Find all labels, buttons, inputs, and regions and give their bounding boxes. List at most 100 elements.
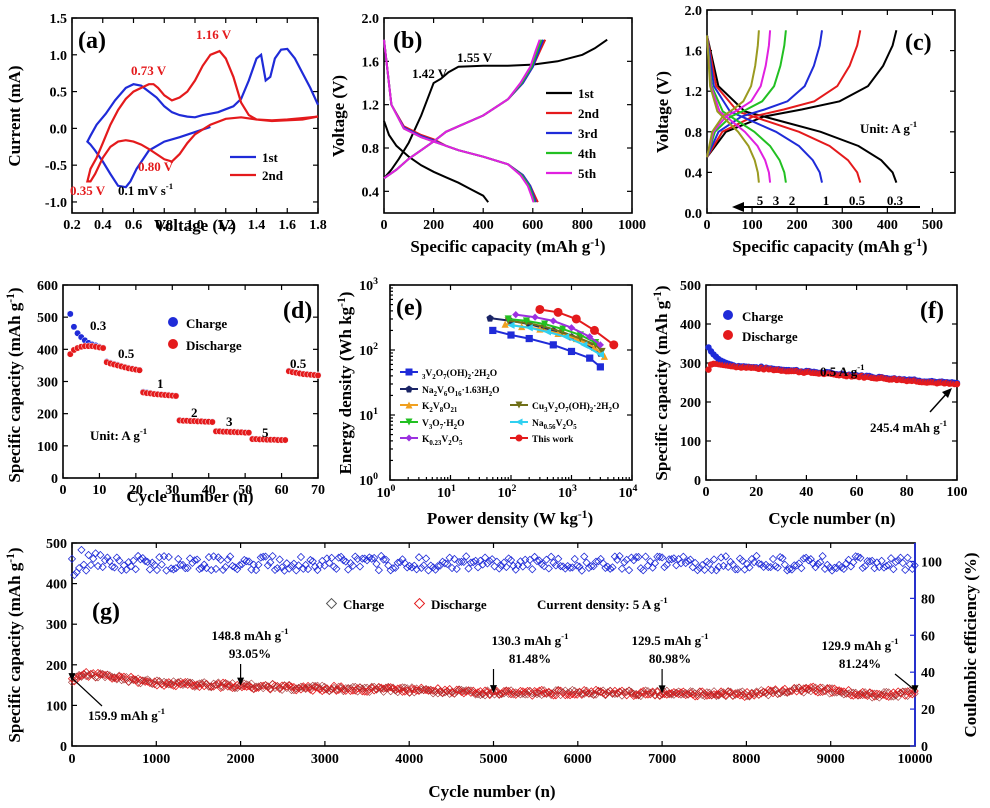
e-point [489, 326, 497, 335]
e-legend-label-part: V [433, 402, 440, 412]
g-ytick-label: 300 [46, 618, 67, 633]
g-point-ce [483, 559, 492, 568]
g-point-ce [471, 556, 480, 565]
g-point-discharge [162, 679, 171, 689]
panel-c: 0 100 200 300 400 500 0.0 0.4 0.8 1.2 1.6 2.0 (c) Uni… [653, 4, 956, 256]
g-point-ce [707, 565, 716, 575]
g-point-ce [183, 563, 192, 573]
e-legend-marker [515, 434, 523, 442]
f-final-arrow [929, 391, 949, 413]
e-point [609, 340, 619, 350]
e-point [522, 317, 531, 325]
f-legend-marker-discharge [723, 330, 733, 340]
c-rate-0.5: 0.5 [849, 193, 866, 208]
c-series-0.5-discharge [706, 35, 862, 183]
g-point-ce [856, 553, 865, 562]
g-point-ce [98, 562, 107, 572]
e-xtick-label-base: 10 [437, 486, 451, 501]
e-point [507, 331, 515, 339]
g-point-ce [233, 565, 242, 574]
e-xtick-label-sup: 3 [572, 483, 577, 494]
g-point-discharge [639, 687, 648, 696]
g-point-ce [532, 556, 542, 566]
g-point-charge [370, 682, 379, 691]
d-point-charge [70, 323, 78, 331]
a-xtick-label: 1.4 [248, 218, 266, 233]
g-point-ce [495, 564, 504, 573]
e-legend-label-part: V [548, 402, 555, 412]
c-ytick-label: 0.0 [685, 207, 703, 222]
g-point-charge [547, 690, 556, 699]
e-legend-label-part: ·H [443, 419, 454, 429]
e-point [586, 333, 594, 341]
f-xtick-label: 100 [947, 485, 968, 500]
g-point-ce [417, 563, 426, 573]
g-point-ce [162, 566, 171, 575]
g-point-charge [155, 677, 164, 686]
e-legend-label-part: 2 [562, 424, 566, 431]
e-legend-label-part: V [556, 419, 563, 429]
g-point-ce [745, 563, 754, 572]
a-xtick-label: 0.2 [63, 218, 81, 233]
g-point-ce [731, 565, 740, 574]
g-point-ce [686, 555, 695, 564]
g-point-ce [613, 555, 622, 564]
panel-g: 0 1000 2000 3000 4000 5000 6000 7000 8000 9000 100… [4, 537, 980, 801]
g-legend-marker-discharge [413, 597, 426, 610]
g-point-discharge [691, 692, 700, 701]
g-point-ce [547, 552, 556, 561]
g-ylabel-base: Specific capacity (mAh g [5, 562, 24, 742]
g-point-charge [415, 686, 423, 695]
g-point-ce [308, 557, 317, 566]
e-point [535, 304, 545, 314]
g-annot-arrowhead [237, 677, 245, 686]
g-point-ce [768, 554, 778, 564]
g-point-ce [244, 557, 254, 566]
g-point-discharge [431, 686, 440, 696]
e-point [596, 341, 604, 349]
g-point-ce [759, 562, 768, 571]
g-point-discharge [466, 688, 476, 697]
b-xtick-label: 0 [381, 218, 388, 233]
d-unit-label-sup: -1 [140, 426, 147, 436]
e-legend-marker [405, 401, 413, 409]
b-legend-4th: 4th [578, 146, 597, 161]
f-rate-label-base: 0.5 A g [820, 364, 858, 379]
b-ytick-label: 1.2 [362, 99, 380, 114]
g-point-ce [174, 554, 183, 564]
f-final-arrowhead [942, 388, 952, 398]
g-point-charge [910, 689, 919, 698]
c-xlabel-base: Specific capacity (mAh g [732, 237, 912, 256]
g-y2tick-label: 0 [921, 740, 928, 755]
g-point-ce [263, 561, 273, 570]
g-annot-arrow [894, 673, 916, 691]
g-point-charge [219, 683, 228, 692]
g-point-ce [681, 558, 690, 568]
g-point-ce [214, 553, 223, 562]
g-point-discharge [806, 683, 815, 692]
g-xtick-label: 7000 [648, 752, 676, 767]
g-point-ce [830, 563, 839, 572]
b-legend-2nd: 2nd [578, 106, 600, 121]
g-point-ce [639, 566, 648, 575]
g-point-ce [292, 566, 301, 575]
d-point-discharge [281, 436, 289, 444]
d-xtick-label: 10 [92, 483, 106, 498]
g-point-ce [875, 562, 884, 572]
e-legend-label-part: 21 [451, 407, 458, 414]
g-point-charge [601, 691, 610, 700]
e-point [525, 334, 533, 343]
g-point-charge [828, 684, 837, 693]
g-point-charge [658, 690, 667, 699]
d-xtick-label: 30 [165, 483, 179, 498]
d-rate-label: 0.3 [90, 318, 107, 333]
g-y2tick-label: 20 [921, 703, 935, 718]
g-point-ce [426, 561, 435, 570]
d-legend-marker-charge [168, 317, 178, 327]
g-point-charge [809, 685, 818, 694]
g-point-ce [785, 564, 794, 574]
d-ylabel: Specific capacity (mAh g-1) [4, 287, 24, 482]
a-series-1st [86, 47, 320, 189]
e-point [541, 320, 549, 328]
